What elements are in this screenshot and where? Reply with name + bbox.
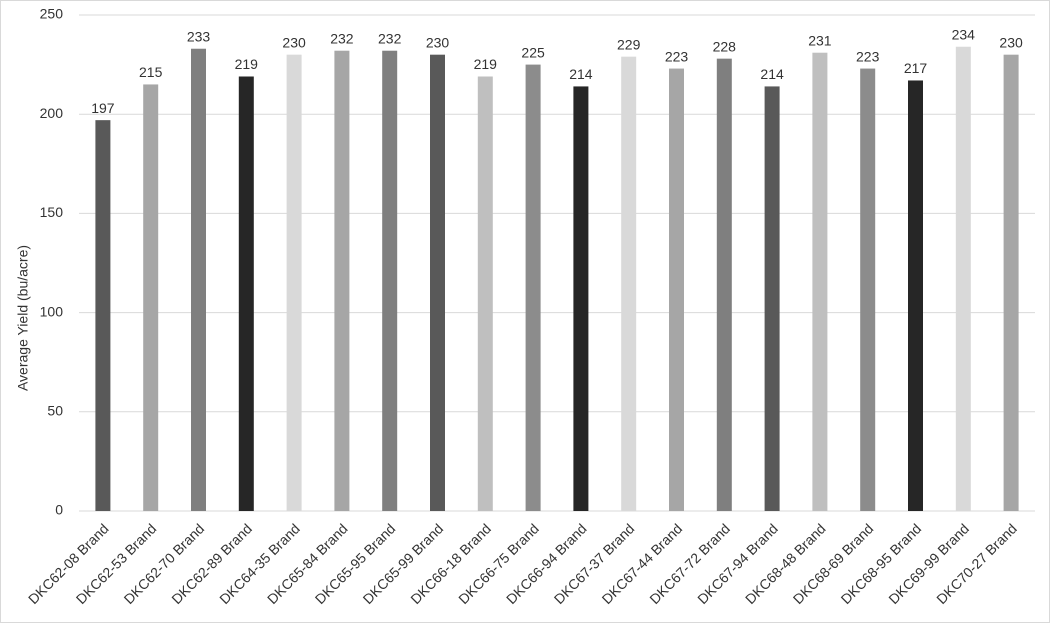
data-label: 231 [808,32,832,48]
bar [430,54,445,512]
bar [621,56,637,511]
bar [95,120,111,511]
bar [143,84,159,511]
bar [573,86,589,511]
bar [1003,54,1019,512]
bar [955,46,971,512]
bar [525,64,541,511]
bar [716,58,732,511]
bar [191,48,206,512]
y-tick-label: 100 [40,303,64,319]
data-label: 219 [474,56,498,72]
bar [860,68,876,512]
data-label: 230 [999,34,1023,50]
data-label: 232 [330,30,354,46]
y-tick-label: 200 [40,105,64,121]
y-tick-label: 50 [47,403,63,419]
bar [764,86,780,511]
data-label: 230 [282,34,306,50]
data-label: 215 [139,64,163,80]
bar [334,50,350,511]
data-label: 214 [760,66,784,82]
data-label: 223 [856,48,880,64]
data-label: 232 [378,30,402,46]
data-label: 229 [617,36,641,52]
data-label: 214 [569,66,593,82]
y-tick-label: 250 [40,6,64,22]
bar [908,80,923,512]
data-label: 234 [952,26,976,42]
bar [238,76,254,511]
data-label: 219 [235,56,259,72]
data-label: 197 [91,100,115,116]
data-label: 225 [521,44,545,60]
bar [812,52,828,512]
data-label: 217 [904,60,928,76]
y-tick-label: 0 [55,502,63,518]
data-label: 223 [665,48,689,64]
bar [477,76,493,511]
data-label: 230 [426,34,450,50]
bar [382,50,398,511]
y-axis-title: Average Yield (bu/acre) [15,245,31,391]
data-label: 233 [187,28,211,44]
bar [286,54,302,512]
bar [669,68,684,512]
y-tick-label: 150 [40,204,64,220]
data-label: 228 [713,38,737,54]
